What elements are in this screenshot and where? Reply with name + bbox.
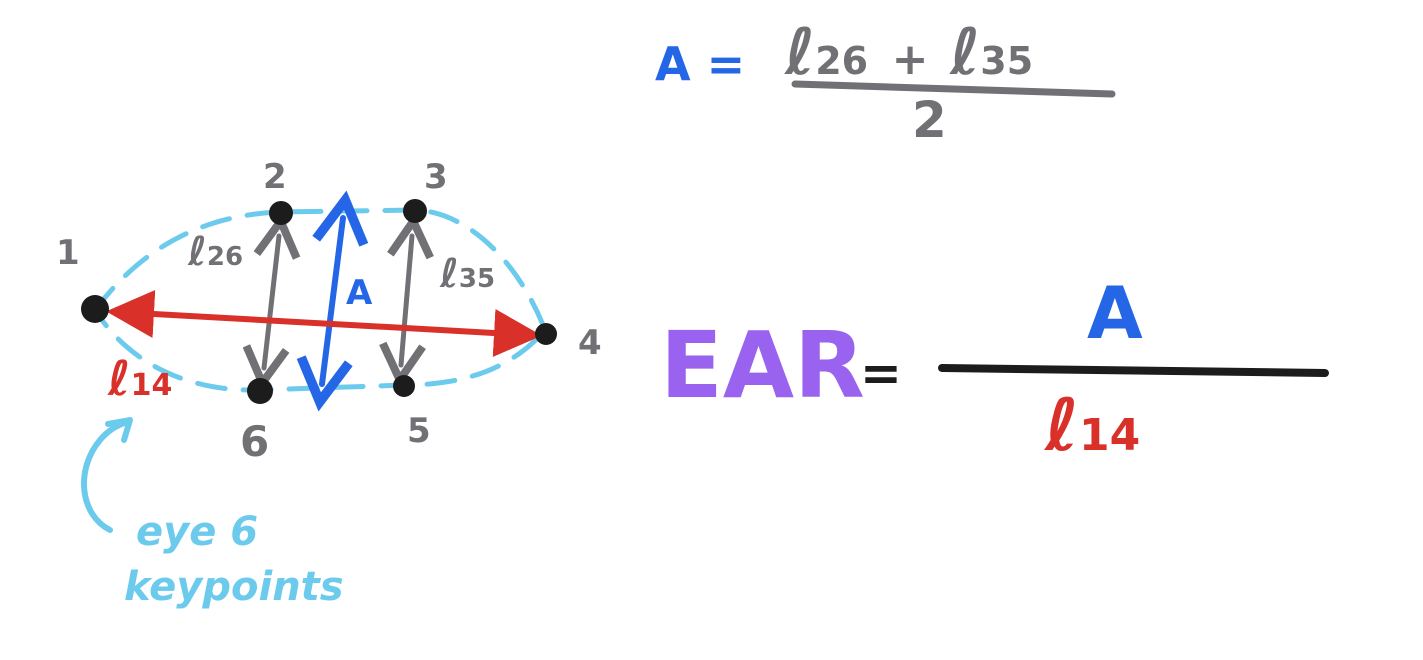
keypoint-2-dot	[269, 201, 293, 225]
formula-ear-denominator: ℓ14	[1044, 383, 1140, 467]
formula-ear-denominator-sub: 14	[1079, 410, 1140, 461]
formula-a-plus: +	[892, 34, 929, 85]
formula-ear-denominator-letter: ℓ	[1044, 383, 1079, 467]
keypoint-6-dot	[247, 378, 273, 404]
keypoint-4-dot	[535, 323, 557, 345]
formula-a-numerator: ℓ26 + ℓ35	[784, 16, 1033, 90]
keypoint-3-dot	[403, 199, 427, 223]
formula-a-term2-letter: ℓ	[949, 16, 980, 90]
formula-a-fraction-bar	[791, 80, 1116, 98]
distance-arrow-a	[296, 190, 369, 412]
annotation-arrow	[81, 419, 131, 533]
keypoint-5-dot	[393, 375, 415, 397]
distance-arrow-l14	[106, 290, 542, 357]
formula-a-term2-sub: 35	[980, 39, 1033, 83]
formula-ear-numerator: A	[1087, 271, 1143, 355]
distance-arrow-l26	[242, 213, 301, 391]
keypoint-label-2: 2	[263, 157, 287, 197]
distance-arrow-l35	[379, 213, 434, 388]
label-l26: ℓ26	[187, 229, 243, 275]
keypoint-label-5: 5	[407, 411, 431, 451]
keypoint-label-4: 4	[578, 323, 602, 363]
label-a-arrow: A	[346, 273, 373, 313]
label-l14: ℓ14	[107, 351, 172, 407]
annotation-line-1: eye 6	[136, 509, 258, 555]
annotation-line-2: keypoints	[124, 564, 344, 610]
formula-ear-fraction-bar	[938, 364, 1329, 377]
formula-a-term1-sub: 26	[815, 39, 868, 83]
formula-ear-lhs: EAR	[660, 312, 865, 419]
keypoint-label-3: 3	[424, 157, 448, 197]
keypoint-label-6: 6	[240, 417, 269, 466]
formula-a-lhs: A =	[655, 37, 745, 91]
annotation-arrowhead	[105, 417, 133, 443]
keypoint-1-dot	[81, 295, 109, 323]
formula-a-denominator: 2	[912, 91, 947, 149]
label-l35: ℓ35	[439, 251, 495, 297]
formula-a-term1-letter: ℓ	[784, 16, 815, 90]
formula-ear-equals: =	[860, 344, 902, 402]
eye-outline	[91, 207, 548, 393]
keypoint-label-1: 1	[56, 233, 80, 273]
